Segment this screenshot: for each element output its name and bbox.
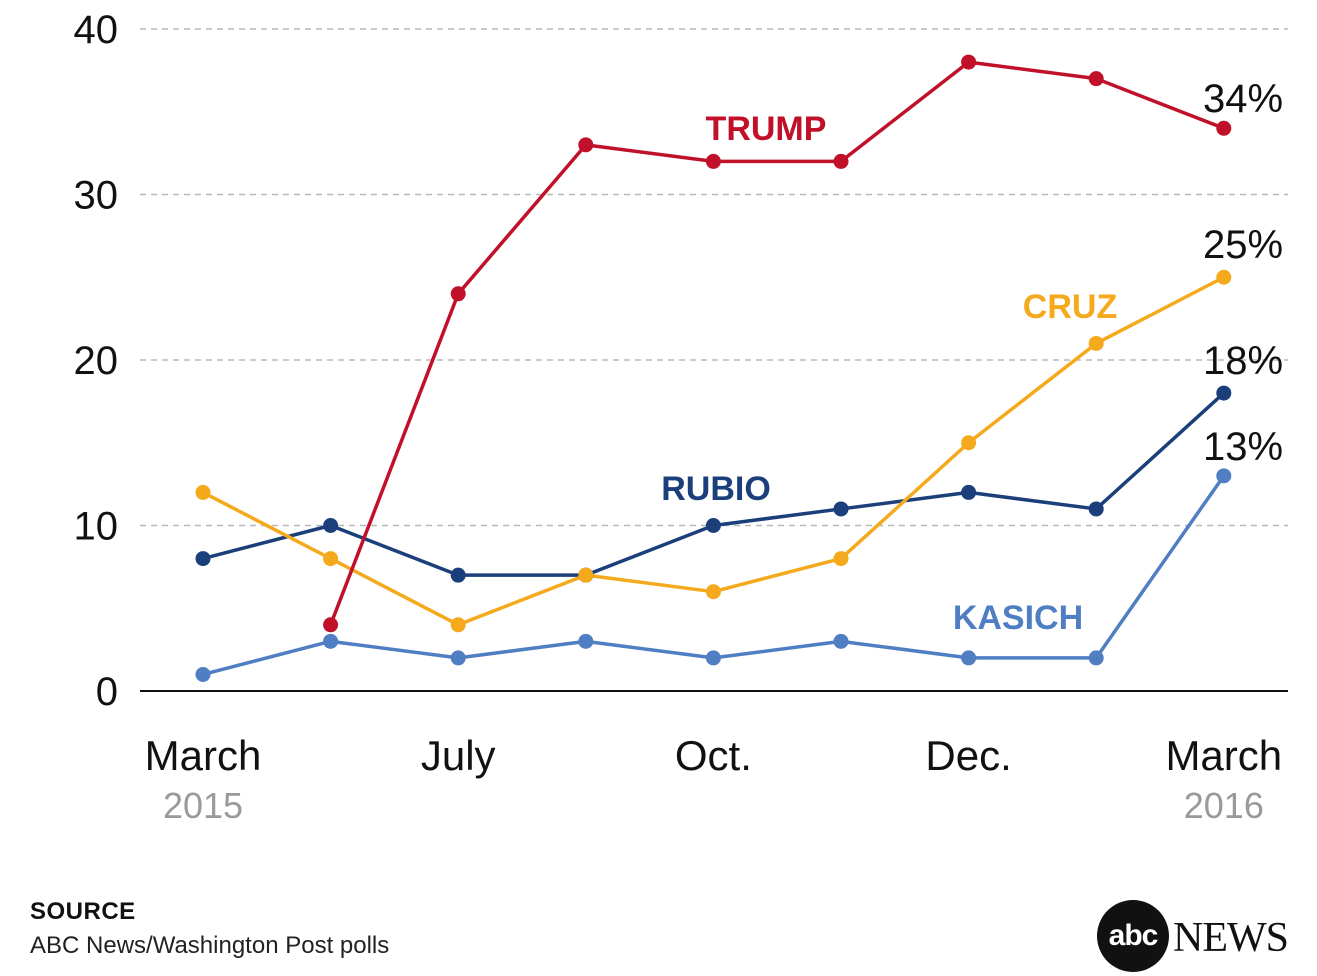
series-line-cruz: [202, 275, 1225, 627]
data-point-rubio: [1216, 385, 1232, 401]
data-point-kasich: [323, 633, 339, 649]
abc-logo-circle: abc: [1097, 900, 1169, 972]
x-tick-label: March: [145, 732, 262, 779]
data-point-cruz: [323, 551, 339, 567]
data-point-cruz: [833, 551, 849, 567]
end-value-label-kasich: 13%: [1203, 425, 1283, 469]
y-axis: 0 10 20 30 40: [74, 8, 119, 714]
data-point-trump: [1216, 120, 1232, 136]
x-tick-label: July: [421, 732, 496, 779]
data-point-trump: [578, 137, 594, 153]
x-tick-label: Dec.: [925, 732, 1011, 779]
abc-logo-news: NEWS: [1173, 915, 1289, 961]
data-point-trump: [1088, 71, 1104, 87]
data-point-cruz: [1216, 269, 1232, 285]
x-tick-sublabel: 2015: [163, 785, 243, 826]
data-point-kasich: [578, 633, 594, 649]
y-tick-label: 20: [74, 339, 119, 383]
data-point-cruz: [450, 617, 466, 633]
data-point-cruz: [1088, 335, 1104, 351]
series-name-cruz: CRUZ: [1023, 288, 1117, 326]
x-tick-label: March: [1165, 732, 1282, 779]
x-tick-sublabel: 2016: [1184, 785, 1264, 826]
series-name-kasich: KASICH: [953, 599, 1083, 637]
data-point-cruz: [705, 584, 721, 600]
series-labels: TRUMP 34% CRUZ 25% RUBIO 18% KASICH 13%: [661, 77, 1283, 637]
data-point-cruz: [578, 567, 594, 583]
data-point-cruz: [195, 484, 211, 500]
series-line-trump: [328, 60, 1225, 626]
source-note: SOURCE ABC News/Washington Post polls: [30, 898, 389, 960]
data-point-rubio: [833, 501, 849, 517]
y-tick-label: 10: [74, 505, 119, 549]
data-point-kasich: [961, 650, 977, 666]
data-point-cruz: [961, 435, 977, 451]
data-point-kasich: [833, 633, 849, 649]
y-tick-label: 40: [74, 8, 119, 52]
data-point-rubio: [195, 551, 211, 567]
data-point-trump: [961, 54, 977, 70]
x-tick-label: Oct.: [675, 732, 752, 779]
line-chart: 0 10 20 30 40 March 2015 July Oct. Dec. March 2016…: [74, 8, 1288, 826]
data-point-kasich: [1088, 650, 1104, 666]
data-point-trump: [705, 153, 721, 169]
data-point-kasich: [705, 650, 721, 666]
data-point-rubio: [1088, 501, 1104, 517]
series-name-rubio: RUBIO: [661, 470, 771, 508]
data-point-kasich: [195, 666, 211, 682]
data-point-rubio: [961, 484, 977, 500]
data-point-kasich: [450, 650, 466, 666]
data-point-kasich: [1216, 468, 1232, 484]
source-title: SOURCE: [30, 898, 136, 925]
end-value-label-trump: 34%: [1203, 77, 1283, 121]
data-point-trump: [323, 617, 339, 633]
y-tick-label: 0: [96, 670, 118, 714]
end-value-label-rubio: 18%: [1203, 339, 1283, 383]
data-point-trump: [833, 153, 849, 169]
data-point-rubio: [705, 518, 721, 533]
series-points: [195, 54, 1232, 682]
abc-news-logo: abc NEWS: [1097, 900, 1297, 976]
data-point-rubio: [323, 518, 339, 533]
y-tick-label: 30: [74, 174, 119, 218]
x-axis: March 2015 July Oct. Dec. March 2016: [145, 732, 1283, 826]
data-point-rubio: [450, 567, 466, 583]
end-value-label-cruz: 25%: [1203, 223, 1283, 267]
series-name-trump: TRUMP: [706, 110, 827, 148]
data-point-trump: [450, 286, 466, 302]
source-text: ABC News/Washington Post polls: [30, 932, 390, 959]
